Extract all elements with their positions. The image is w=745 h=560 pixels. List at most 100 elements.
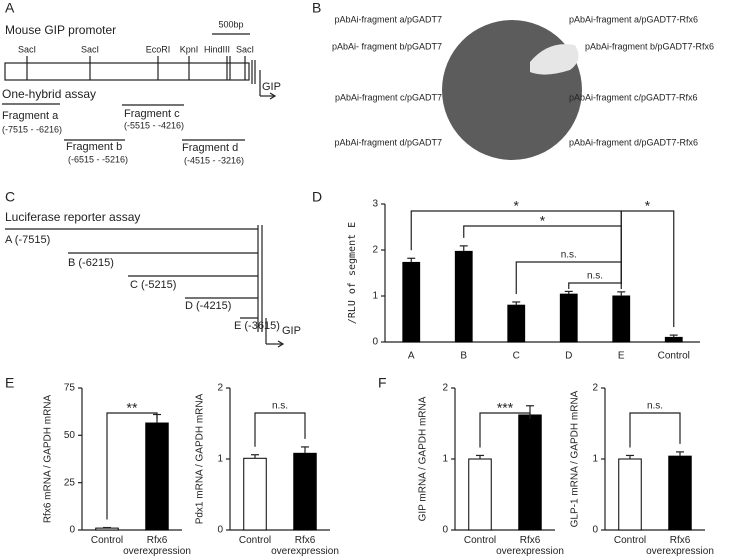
left-label: pAbAi-fragment a/pGADT7 bbox=[334, 14, 442, 24]
fragment-lines bbox=[2, 103, 245, 141]
right-label: pAbAi-fragment c/pGADT7-Rfx6 bbox=[569, 92, 698, 102]
right-label: pAbAi-fragment b/pGADT7-Rfx6 bbox=[585, 41, 714, 51]
y-tick-label: 1 bbox=[372, 291, 378, 302]
construct-label: E (-3615) bbox=[234, 320, 280, 332]
bar bbox=[243, 457, 267, 531]
x-tick-label-box: Rfx6 overexpression bbox=[271, 535, 339, 557]
y-tick-label: 2 bbox=[592, 383, 598, 394]
x-tick-label-box: Rfx6 overexpression bbox=[496, 535, 564, 557]
y-tick-label: 2 bbox=[372, 245, 378, 256]
bar bbox=[664, 336, 683, 343]
x-tick-label-box: Rfx6 overexpression bbox=[123, 535, 191, 557]
significance-bracket bbox=[479, 412, 531, 448]
site-label: SacI bbox=[81, 44, 99, 54]
significance-label: * bbox=[540, 213, 546, 229]
significance-label: * bbox=[514, 198, 520, 214]
x-tick-label: B bbox=[460, 351, 467, 362]
y-tick-label: 0 bbox=[442, 525, 448, 536]
luciferase-title: Luciferase reporter assay bbox=[5, 210, 140, 224]
panel-label: A bbox=[5, 0, 15, 16]
y-tick-label: 25 bbox=[64, 477, 76, 488]
significance-label: n.s. bbox=[587, 271, 603, 282]
site-ticks bbox=[26, 56, 277, 100]
y-tick-label: 2 bbox=[217, 383, 223, 394]
scale-label: 500bp bbox=[218, 19, 243, 29]
significance-bracket bbox=[106, 412, 158, 520]
significance-bracket bbox=[568, 282, 622, 289]
fragment-name: Fragment b bbox=[66, 141, 122, 153]
left-label: pAbAi- fragment b/pGADT7 bbox=[332, 41, 442, 51]
y-tick-label: 0 bbox=[69, 525, 75, 536]
y-tick-label: 3 bbox=[372, 199, 378, 210]
panel-label: B bbox=[312, 0, 321, 16]
promoter-box bbox=[4, 62, 250, 81]
y-axis-label: Pdx1 mRNA / GAPDH mRNA bbox=[195, 393, 206, 524]
y-axis-label: /RLU of segment E bbox=[347, 222, 358, 324]
site-label: SacI bbox=[18, 44, 36, 54]
significance-label: *** bbox=[497, 400, 514, 416]
construct-label: D (-4215) bbox=[185, 300, 231, 312]
bar bbox=[145, 422, 169, 531]
x-tick-label: Rfx6 overexpression bbox=[123, 535, 191, 557]
construct-label: A (-7515) bbox=[5, 234, 50, 246]
left-label: pAbAi-fragment d/pGADT7 bbox=[334, 137, 442, 147]
x-tick-label-box: Control bbox=[613, 535, 647, 546]
panel-label: F bbox=[378, 375, 387, 391]
significance-bracket bbox=[254, 412, 306, 447]
significance-bracket bbox=[620, 210, 675, 328]
site-label: HindIII bbox=[204, 44, 230, 54]
panel-label: D bbox=[312, 189, 322, 205]
colony bbox=[530, 44, 579, 75]
y-axis-label: Rfx6 mRNA / GAPDH mRNA bbox=[43, 395, 54, 524]
significance-label: * bbox=[645, 198, 651, 214]
bar bbox=[668, 455, 692, 531]
fragment-name: Fragment a bbox=[2, 110, 59, 122]
site-label: SacI bbox=[236, 44, 254, 54]
y-axis-label: GLP-1 mRNA / GAPDH mRNA bbox=[570, 390, 581, 527]
x-tick-label: Rfx6 overexpression bbox=[646, 535, 714, 557]
y-tick-label: 0 bbox=[372, 337, 378, 348]
x-tick-label: Control bbox=[238, 535, 272, 546]
y-tick-label: 0 bbox=[592, 525, 598, 536]
y-tick-label: 1 bbox=[217, 454, 223, 465]
promoter-title: Mouse GIP promoter bbox=[5, 23, 116, 37]
y-tick-label: 1 bbox=[442, 454, 448, 465]
significance-label: ** bbox=[127, 400, 138, 416]
fragment-range: (-7515 - -6216) bbox=[2, 124, 62, 134]
x-tick-label-box: Rfx6 overexpression bbox=[646, 535, 714, 557]
x-tick-label: E bbox=[618, 351, 625, 362]
bar bbox=[618, 458, 642, 531]
x-tick-label: Control bbox=[613, 535, 647, 546]
significance-label: n.s. bbox=[272, 401, 288, 412]
gene-label: GIP bbox=[282, 325, 301, 337]
bar bbox=[402, 261, 421, 343]
right-label: pAbAi-fragment d/pGADT7-Rfx6 bbox=[569, 137, 698, 147]
panel-label: C bbox=[5, 189, 15, 205]
bar bbox=[507, 304, 526, 343]
right-label: pAbAi-fragment a/pGADT7-Rfx6 bbox=[569, 14, 698, 24]
x-tick-label-box: Control bbox=[91, 535, 123, 546]
left-label: pAbAi-fragment c/pGADT7 bbox=[335, 92, 442, 102]
bar bbox=[95, 527, 119, 531]
x-tick-label: A bbox=[408, 351, 415, 362]
bar bbox=[612, 295, 631, 343]
bar bbox=[454, 250, 473, 343]
bar bbox=[468, 458, 492, 531]
assay-title: One-hybrid assay bbox=[2, 87, 96, 101]
x-tick-label-box: Control bbox=[238, 535, 272, 546]
bar bbox=[559, 293, 578, 343]
fragment-range: (-4515 - -3216) bbox=[184, 155, 244, 165]
x-tick-label: D bbox=[565, 351, 572, 362]
construct-label: B (-6215) bbox=[68, 257, 114, 269]
x-tick-label: C bbox=[513, 351, 520, 362]
bar bbox=[518, 414, 542, 531]
significance-label: n.s. bbox=[647, 401, 663, 412]
y-tick-label: 1 bbox=[592, 454, 598, 465]
x-tick-label-box: Control bbox=[464, 535, 496, 546]
construct-lines bbox=[5, 225, 285, 348]
fragment-name: Fragment d bbox=[182, 142, 238, 154]
gene-label: GIP bbox=[262, 81, 281, 93]
plate bbox=[442, 20, 582, 160]
fragment-range: (-6515 - -5216) bbox=[68, 154, 128, 164]
y-tick-label: 75 bbox=[64, 383, 76, 394]
